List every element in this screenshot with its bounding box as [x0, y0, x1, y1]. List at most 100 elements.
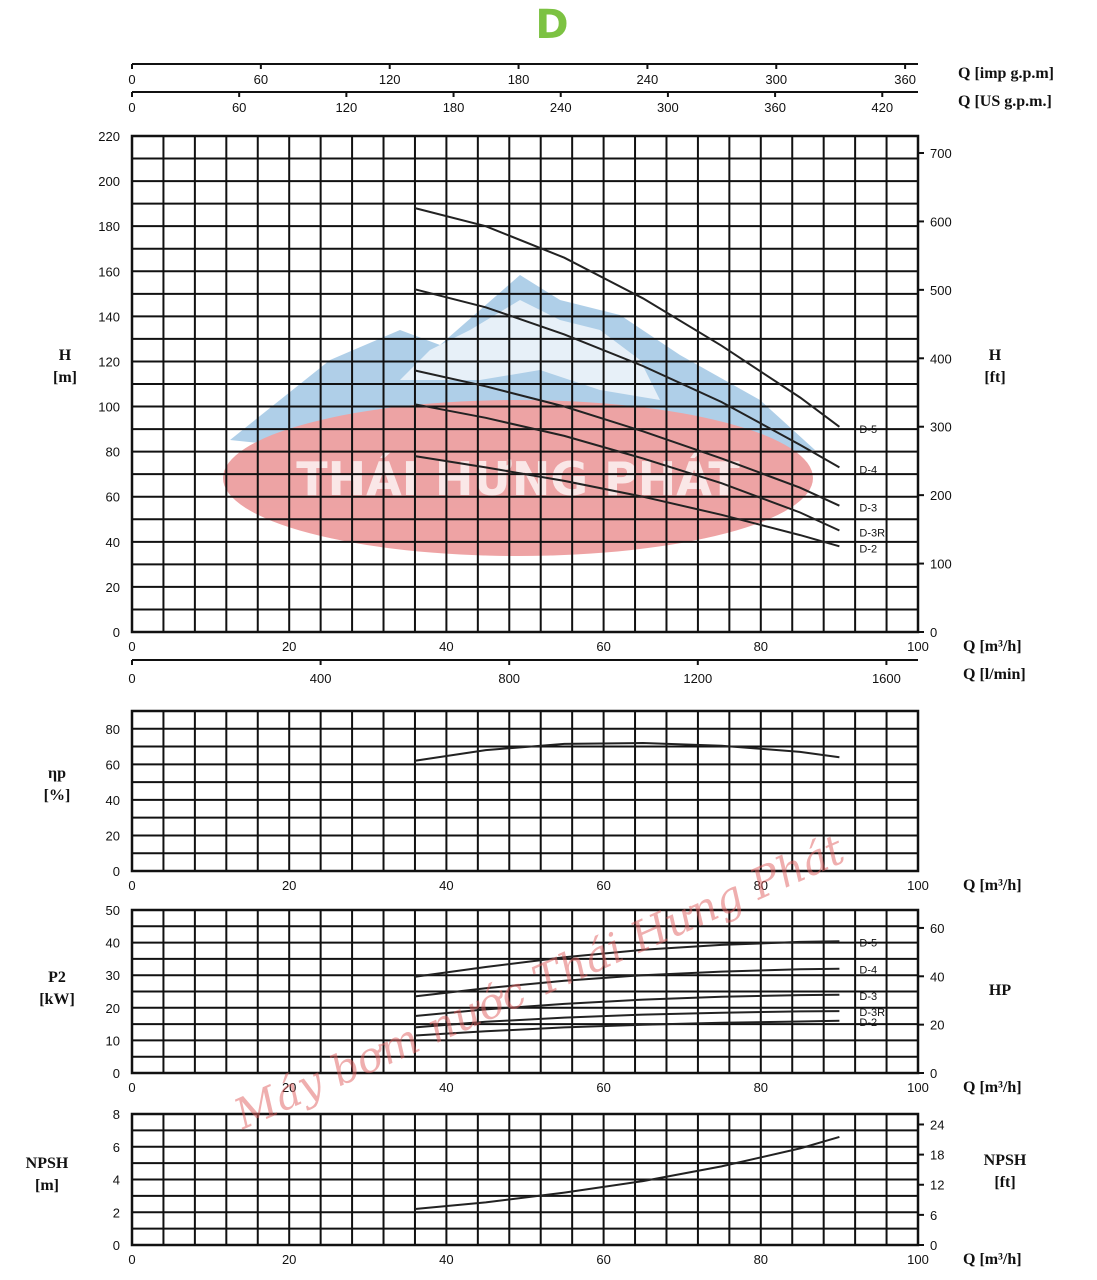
top-axis-2-tick-label: 60 [232, 100, 246, 115]
top-axis-1-label: Q [imp g.p.m] [958, 65, 1054, 82]
power-ytick-label: 40 [106, 936, 120, 951]
npsh-ytick-label: 8 [113, 1107, 120, 1122]
head-ytick-label: 140 [98, 309, 120, 324]
head-curve-d-2 [414, 455, 840, 548]
head-right-tick-label: 700 [930, 146, 952, 161]
npsh-plot-frame [130, 1112, 920, 1247]
power-ytick-label: 20 [106, 1001, 120, 1016]
top-axis-1-tick-label: 300 [765, 72, 787, 87]
npsh-xtick-label: 60 [596, 1252, 610, 1267]
head-xtick-label: 20 [282, 639, 296, 654]
head-xtick-label: 80 [754, 639, 768, 654]
npsh-right-tick-label: 24 [930, 1117, 944, 1132]
efficiency-xaxis-label: Q [m³/h] [963, 877, 1022, 894]
top-axis-2-tick-label: 300 [657, 100, 679, 115]
efficiency-ytick-label: 20 [106, 828, 120, 843]
head-curve-d-4 [414, 288, 840, 469]
head-plot-frame [130, 134, 920, 634]
npsh-right-tick-label: 18 [930, 1148, 944, 1163]
top-axis-2-tick-label: 360 [764, 100, 786, 115]
power-curve-d-2 [414, 1019, 840, 1037]
power-curve-d-5 [414, 940, 840, 978]
npsh-yaxis-label-right-unit: [ft] [994, 1174, 1015, 1191]
power-right-tick-label: 40 [930, 969, 944, 984]
npsh-ytick-label: 0 [113, 1238, 120, 1253]
npsh-xtick-label: 20 [282, 1252, 296, 1267]
head-right-tick-label: 500 [930, 283, 952, 298]
bottom-axis-2-label: Q [l/min] [963, 666, 1026, 683]
npsh-xtick-label: 80 [754, 1252, 768, 1267]
head-ytick-label: 100 [98, 400, 120, 415]
power-xtick-label: 20 [282, 1080, 296, 1095]
head-right-tick-label: 600 [930, 214, 952, 229]
top-axis-2-tick-label: 180 [443, 100, 465, 115]
efficiency-xtick-label: 80 [754, 878, 768, 893]
npsh-curve-npsh [414, 1135, 840, 1210]
head-curve-d-5 [414, 207, 840, 428]
head-yaxis-label-unit: [m] [53, 369, 77, 386]
head-ytick-label: 200 [98, 174, 120, 189]
head-ytick-label: 220 [98, 129, 120, 144]
head-right-tick-label: 300 [930, 420, 952, 435]
top-axis-1-tick-label: 60 [254, 72, 268, 87]
npsh-yaxis-label: NPSH [26, 1155, 69, 1172]
power-xaxis-label: Q [m³/h] [963, 1079, 1022, 1096]
bottom-axis-2-tick-label: 400 [310, 671, 332, 686]
head-curve-label-d-3r: D-3R [859, 528, 885, 540]
watermark-snow-shape [400, 300, 660, 400]
head-ytick-label: 160 [98, 264, 120, 279]
top-axis-1-tick-label: 120 [379, 72, 401, 87]
head-yaxis-label-right: H [989, 347, 1002, 364]
top-axis-2-label: Q [US g.p.m.] [958, 93, 1052, 110]
top-axis-2-tick-label: 0 [128, 100, 135, 115]
power-curve-d-3r [414, 1010, 840, 1029]
npsh-xaxis-label: Q [m³/h] [963, 1251, 1022, 1268]
power-yaxis-label-unit: [kW] [39, 991, 75, 1008]
power-ytick-label: 50 [106, 903, 120, 918]
bottom-axis-2-tick-label: 800 [498, 671, 520, 686]
top-axis-2-tick-label: 420 [871, 100, 893, 115]
head-yaxis-label: H [59, 347, 72, 364]
power-plot-frame [130, 908, 920, 1075]
power-curve-d-3 [414, 993, 840, 1017]
power-xtick-label: 0 [128, 1080, 135, 1095]
head-curve-d-3r [414, 403, 840, 532]
head-ytick-label: 80 [106, 445, 120, 460]
power-yaxis-label: P2 [48, 969, 66, 986]
efficiency-plot-frame [130, 709, 920, 873]
efficiency-curve- [414, 741, 840, 762]
bottom-axis-2-tick-label: 0 [128, 671, 135, 686]
head-curve-label-d-5: D-5 [859, 424, 877, 436]
power-right-tick-label: 20 [930, 1018, 944, 1033]
head-right-tick-label: 0 [930, 625, 937, 640]
head-ytick-label: 120 [98, 354, 120, 369]
power-xtick-label: 60 [596, 1080, 610, 1095]
top-axis-2-tick-label: 240 [550, 100, 572, 115]
power-curve-label-d-5: D-5 [859, 937, 877, 949]
head-ytick-label: 20 [106, 580, 120, 595]
npsh-yaxis-label-right: NPSH [984, 1152, 1027, 1169]
power-ytick-label: 0 [113, 1066, 120, 1081]
top-axis-1-tick-label: 240 [637, 72, 659, 87]
npsh-right-tick-label: 12 [930, 1178, 944, 1193]
bottom-axis-2-tick-label: 1600 [872, 671, 901, 686]
top-axis-1-tick-label: 360 [894, 72, 916, 87]
power-curve-d-4 [414, 967, 840, 998]
top-axis-1-tick-label: 0 [128, 72, 135, 87]
power-ytick-label: 10 [106, 1033, 120, 1048]
head-curve-label-d-2: D-2 [859, 543, 877, 555]
head-right-tick-label: 200 [930, 488, 952, 503]
power-curve-label-d-4: D-4 [859, 965, 877, 977]
npsh-xtick-label: 0 [128, 1252, 135, 1267]
npsh-ytick-label: 4 [113, 1173, 120, 1188]
power-right-tick-label: 0 [930, 1066, 937, 1081]
head-ytick-label: 60 [106, 490, 120, 505]
power-right-tick-label: 60 [930, 921, 944, 936]
power-xtick-label: 40 [439, 1080, 453, 1095]
power-curve-label-d-2: D-2 [859, 1017, 877, 1029]
head-xtick-label: 40 [439, 639, 453, 654]
head-xtick-label: 0 [128, 639, 135, 654]
efficiency-ytick-label: 60 [106, 757, 120, 772]
efficiency-yaxis-label-unit: [%] [44, 787, 71, 804]
